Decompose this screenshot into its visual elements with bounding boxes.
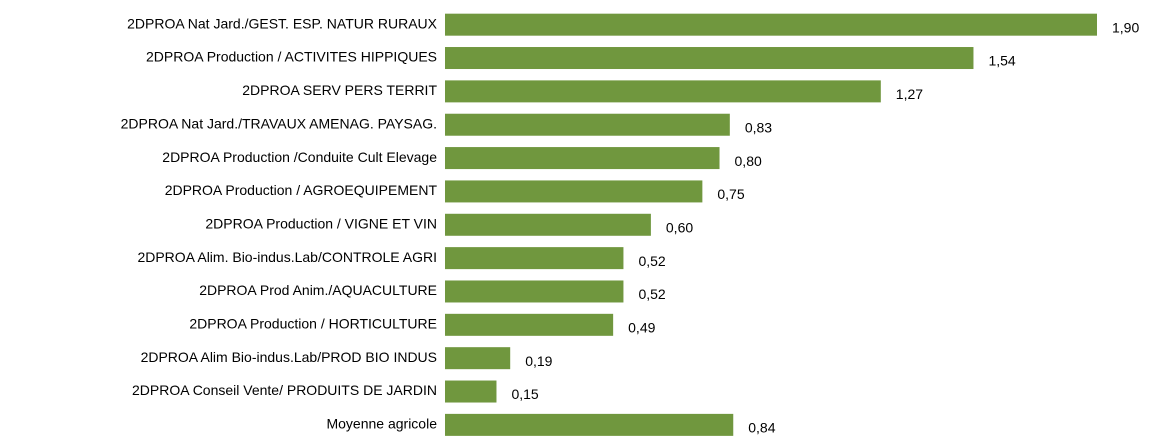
value-label: 1,90 [1112, 19, 1139, 35]
bar [445, 213, 651, 236]
category-label: 2DPROA Nat Jard./GEST. ESP. NATUR RURAUX [127, 15, 438, 31]
value-label: 0,49 [628, 320, 655, 336]
value-label: 0,52 [638, 253, 665, 269]
bar [445, 247, 624, 270]
value-label: 1,27 [896, 86, 923, 102]
category-label: 2DPROA Production / VIGNE ET VIN [205, 215, 437, 231]
value-label: 1,54 [988, 53, 1015, 69]
category-label: 2DPROA SERV PERS TERRIT [242, 82, 437, 98]
category-label: 2DPROA Nat Jard./TRAVAUX AMENAG. PAYSAG. [121, 115, 437, 131]
bar [445, 280, 624, 303]
category-label: 2DPROA Production / AGROEQUIPEMENT [165, 182, 438, 198]
value-label: 0,80 [735, 153, 762, 169]
bar [445, 80, 881, 103]
value-label: 0,60 [666, 219, 693, 235]
value-label: 0,83 [745, 119, 772, 135]
bar [445, 180, 703, 203]
category-label: 2DPROA Alim. Bio-indus.Lab/CONTROLE AGRI [137, 249, 437, 265]
value-label: 0,84 [748, 420, 775, 436]
category-label: 2DPROA Production / ACTIVITES HIPPIQUES [146, 49, 437, 65]
bar [445, 413, 734, 436]
value-label: 0,15 [511, 386, 538, 402]
value-label: 0,52 [638, 286, 665, 302]
category-label: 2DPROA Production / HORTICULTURE [189, 316, 437, 332]
value-label: 0,75 [717, 186, 744, 202]
bar [445, 380, 497, 403]
bar [445, 113, 730, 136]
bar [445, 313, 614, 336]
category-label: Moyenne agricole [326, 416, 437, 432]
category-label: 2DPROA Prod Anim./AQUACULTURE [199, 282, 437, 298]
value-label: 0,19 [525, 353, 552, 369]
bar [445, 347, 511, 370]
category-label: 2DPROA Alim Bio-indus.Lab/PROD BIO INDUS [141, 349, 437, 365]
bar [445, 147, 720, 170]
category-label: 2DPROA Production /Conduite Cult Elevage [162, 149, 437, 165]
bar [445, 13, 1097, 36]
category-label: 2DPROA Conseil Vente/ PRODUITS DE JARDIN [132, 382, 437, 398]
bar [445, 47, 974, 70]
